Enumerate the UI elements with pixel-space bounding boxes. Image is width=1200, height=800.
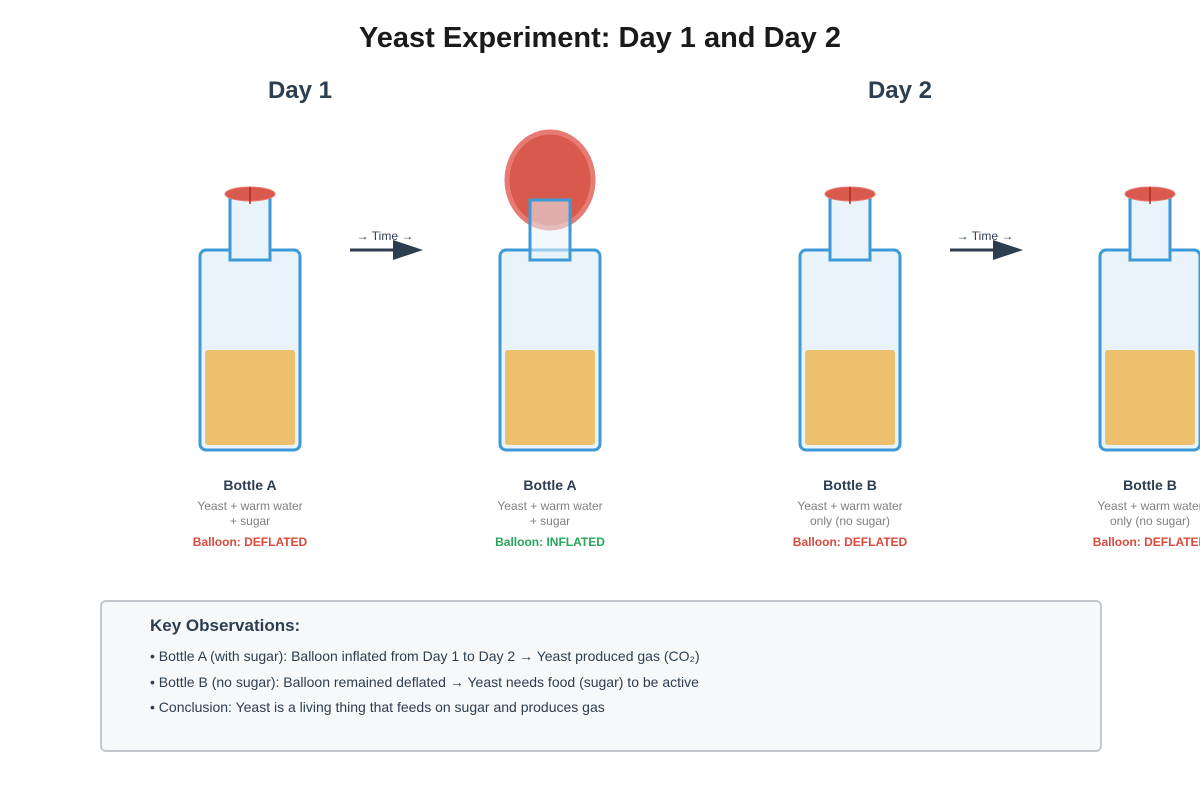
day-1-label: Day 1	[267, 77, 333, 104]
bottle-caption: Bottle A Yeast + warm water + sugar Ballo…	[150, 477, 350, 549]
bottle-neck	[528, 198, 572, 262]
observation-item: • Bottle A (with sugar): Balloon inflate…	[150, 648, 700, 664]
bottle-name: Bottle A	[223, 477, 277, 493]
bottle-neck	[828, 196, 872, 262]
observation-item: • Bottle B (no sugar): Balloon remained …	[150, 674, 699, 690]
liquid	[505, 350, 595, 445]
balloon-status: Balloon: INFLATED	[495, 535, 605, 549]
time-label-day2: → Time →	[956, 229, 1014, 243]
balloon-status: Balloon: DEFLATED	[792, 535, 908, 549]
bottle-description: Yeast + warm water only (no sugar)	[1097, 499, 1200, 528]
bottle-caption: Bottle B Yeast + warm water only (no suga…	[1050, 477, 1200, 549]
key-observations-panel: Key Observations: • Bottle A (with sugar…	[100, 600, 1102, 752]
bottle-neck	[228, 196, 272, 262]
bottle-description: Yeast + warm water only (no sugar)	[797, 499, 903, 528]
bottle-caption: Bottle B Yeast + warm water only (no suga…	[750, 477, 950, 549]
bottle-neck	[1128, 196, 1172, 262]
liquid	[805, 350, 895, 445]
bottle-description: Yeast + warm water + sugar	[497, 499, 603, 528]
balloon-status: Balloon: DEFLATED	[1092, 535, 1200, 549]
page-title: Yeast Experiment: Day 1 and Day 2	[359, 22, 841, 54]
balloon-status: Balloon: DEFLATED	[192, 535, 308, 549]
arrow-head-icon	[393, 240, 423, 260]
liquid	[1105, 350, 1195, 445]
time-label-day1: → Time →	[356, 229, 414, 243]
observations-title: Key Observations:	[150, 616, 301, 635]
bottle-caption: Bottle A Yeast + warm water + sugar Ballo…	[450, 477, 650, 549]
observation-item: • Conclusion: Yeast is a living thing th…	[150, 699, 605, 715]
day-2-label: Day 2	[867, 77, 933, 104]
bottle-name: Bottle B	[1123, 477, 1177, 493]
liquid	[205, 350, 295, 445]
arrow-head-icon	[993, 240, 1023, 260]
bottle-name: Bottle B	[823, 477, 877, 493]
bottle-description: Yeast + warm water + sugar	[197, 499, 303, 528]
bottle-name: Bottle A	[523, 477, 577, 493]
